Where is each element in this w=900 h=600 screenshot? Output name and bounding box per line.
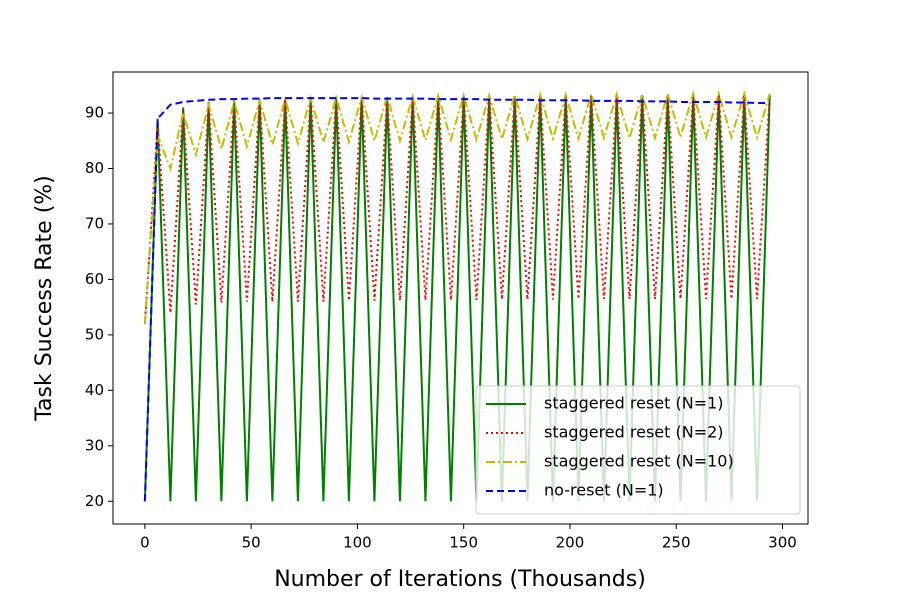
- y-tick-label: 90: [85, 104, 104, 122]
- y-tick-label: 80: [85, 159, 104, 177]
- legend-box: [475, 385, 801, 515]
- x-tick-label: 250: [662, 534, 691, 552]
- x-tick-label: 300: [768, 534, 797, 552]
- y-tick-label: 70: [85, 214, 104, 232]
- x-tick-label: 150: [449, 534, 478, 552]
- legend-label: staggered reset (N=2): [544, 423, 724, 442]
- legend: staggered reset (N=1) staggered reset (N=…: [475, 385, 801, 515]
- x-axis-label: Number of Iterations (Thousands): [274, 567, 646, 592]
- legend-label: staggered reset (N=1): [544, 394, 724, 413]
- plot-area: [143, 90, 771, 502]
- x-tick-label: 100: [343, 534, 372, 552]
- x-tick-label: 0: [140, 534, 150, 552]
- axes-frame: [112, 71, 809, 525]
- x-tick-label: 50: [242, 534, 261, 552]
- legend-label: staggered reset (N=10): [544, 452, 734, 471]
- y-axis-label: Task Success Rate (%): [32, 175, 57, 422]
- series-line: [143, 97, 770, 502]
- y-tick-label: 60: [85, 270, 104, 288]
- series-line: [143, 95, 771, 502]
- y-tick-label: 40: [85, 381, 104, 399]
- y-tick-label: 30: [85, 436, 104, 454]
- y-tick-label: 50: [85, 325, 104, 343]
- y-tick-label: 20: [85, 492, 104, 510]
- x-tick-label: 200: [556, 534, 585, 552]
- legend-label: no-reset (N=1): [544, 481, 664, 500]
